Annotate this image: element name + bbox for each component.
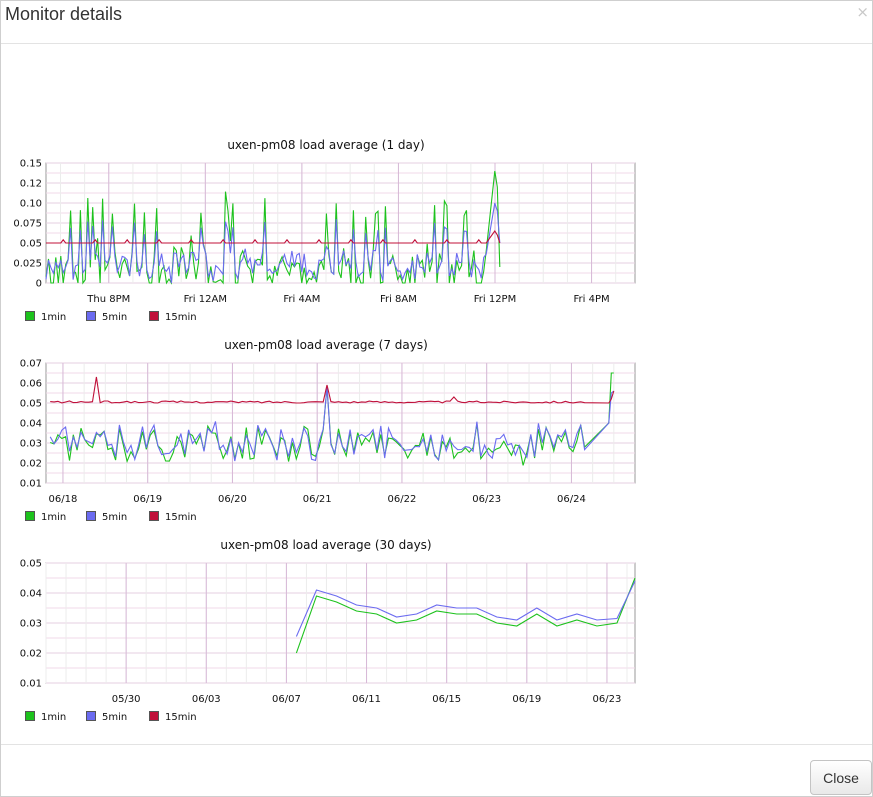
legend-swatch — [86, 311, 96, 321]
y-tick-label: 0 — [36, 279, 42, 290]
legend-label: 5min — [102, 512, 128, 523]
legend-label: 15min — [165, 712, 197, 723]
legend-label: 1min — [41, 712, 67, 723]
chart-1-day: uxen-pm08 load average (1 day) 0 0.025 0.0… — [1, 131, 873, 331]
y-tick-label: 0.05 — [20, 239, 42, 250]
dialog-title: Monitor details — [5, 4, 123, 24]
x-tick-label: Thu 8PM — [86, 294, 130, 305]
legend-item-15min: 15min — [149, 711, 197, 723]
chart-1-day-plot: 0 0.025 0.05 0.075 0.10 0.12 0.15 Thu 8PM Fri 12… — [13, 159, 636, 305]
chart-30-days: uxen-pm08 load average (30 days) 0.01 0.0… — [1, 531, 873, 731]
series-line-5min — [45, 202, 501, 284]
y-tick-label: 0.01 — [20, 479, 42, 490]
y-tick-label: 0.075 — [13, 219, 42, 230]
legend-swatch — [25, 311, 35, 321]
series-line-1min — [295, 577, 636, 654]
legend-label: 1min — [41, 312, 67, 323]
series-line-15min — [50, 376, 615, 404]
series-line-5min — [49, 386, 615, 462]
x-tick-label: Fri 8AM — [380, 294, 417, 305]
close-icon[interactable]: × — [856, 3, 869, 21]
x-tick-label: Fri 12PM — [474, 294, 516, 305]
y-tick-label: 0.01 — [20, 679, 42, 690]
x-tick-label: 06/11 — [352, 694, 381, 705]
legend-label: 5min — [102, 712, 128, 723]
chart-title: uxen-pm08 load average (30 days) — [220, 538, 432, 552]
y-tick-label: 0.03 — [20, 439, 42, 450]
close-button[interactable]: Close — [810, 760, 872, 795]
x-tick-label: 06/20 — [218, 494, 247, 505]
legend-label: 15min — [165, 512, 197, 523]
legend-label: 1min — [41, 512, 67, 523]
x-tick-label: Fri 4AM — [283, 294, 320, 305]
x-tick-label: 06/19 — [133, 494, 162, 505]
x-tick-label: 06/19 — [512, 694, 541, 705]
y-tick-label: 0.02 — [20, 459, 42, 470]
legend-item-1min: 1min — [25, 711, 66, 723]
x-tick-label: 06/15 — [432, 694, 461, 705]
y-tick-label: 0.10 — [20, 199, 42, 210]
y-tick-label: 0.05 — [20, 559, 42, 570]
y-tick-label: 0.05 — [20, 399, 42, 410]
series-line-15min — [46, 230, 501, 244]
series-line-5min — [295, 580, 636, 637]
chart-title: uxen-pm08 load average (7 days) — [224, 338, 428, 352]
x-tick-label: 06/07 — [272, 694, 301, 705]
x-tick-label: Fri 12AM — [184, 294, 227, 305]
x-tick-label: 06/23 — [472, 494, 501, 505]
legend-swatch — [86, 511, 96, 521]
y-tick-label: 0.04 — [20, 589, 42, 600]
y-tick-label: 0.03 — [20, 619, 42, 630]
legend-swatch — [149, 311, 159, 321]
legend-swatch — [149, 711, 159, 721]
x-tick-label: 06/03 — [192, 694, 221, 705]
y-tick-label: 0.025 — [13, 259, 42, 270]
legend-swatch — [86, 711, 96, 721]
legend-label: 15min — [165, 312, 197, 323]
dialog-footer: Close — [1, 744, 872, 797]
x-tick-label: 06/18 — [49, 494, 78, 505]
x-tick-label: Fri 4PM — [573, 294, 609, 305]
legend-item-5min: 5min — [86, 511, 127, 523]
legend-item-15min: 15min — [149, 511, 197, 523]
chart-title: uxen-pm08 load average (1 day) — [227, 138, 425, 152]
y-tick-label: 0.04 — [20, 419, 42, 430]
legend-item-5min: 5min — [86, 311, 127, 323]
legend-item-1min: 1min — [25, 511, 66, 523]
y-tick-label: 0.12 — [20, 179, 42, 190]
legend-label: 5min — [102, 312, 128, 323]
legend-item-1min: 1min — [25, 311, 66, 323]
x-tick-label: 06/22 — [388, 494, 417, 505]
x-tick-label: 06/23 — [593, 694, 622, 705]
x-tick-label: 05/30 — [112, 694, 141, 705]
legend-item-5min: 5min — [86, 711, 127, 723]
chart-7-days-plot: 0.01 0.02 0.03 0.04 0.05 0.06 0.07 06/18 06/19 06… — [20, 359, 636, 505]
chart-7-days: uxen-pm08 load average (7 days) 0.01 0.02… — [1, 331, 873, 531]
legend-swatch — [25, 511, 35, 521]
y-tick-label: 0.07 — [20, 359, 42, 370]
legend-swatch — [149, 511, 159, 521]
legend-swatch — [25, 711, 35, 721]
y-tick-label: 0.15 — [20, 159, 42, 170]
legend-item-15min: 15min — [149, 311, 197, 323]
x-tick-label: 06/24 — [557, 494, 586, 505]
chart-30-days-plot: 0.01 0.02 0.03 0.04 0.05 05/30 06/03 06/07 06/11… — [20, 559, 636, 705]
x-tick-label: 06/21 — [303, 494, 332, 505]
y-tick-label: 0.02 — [20, 649, 42, 660]
dialog-titlebar: Monitor details × — [1, 1, 872, 44]
y-tick-label: 0.06 — [20, 379, 42, 390]
